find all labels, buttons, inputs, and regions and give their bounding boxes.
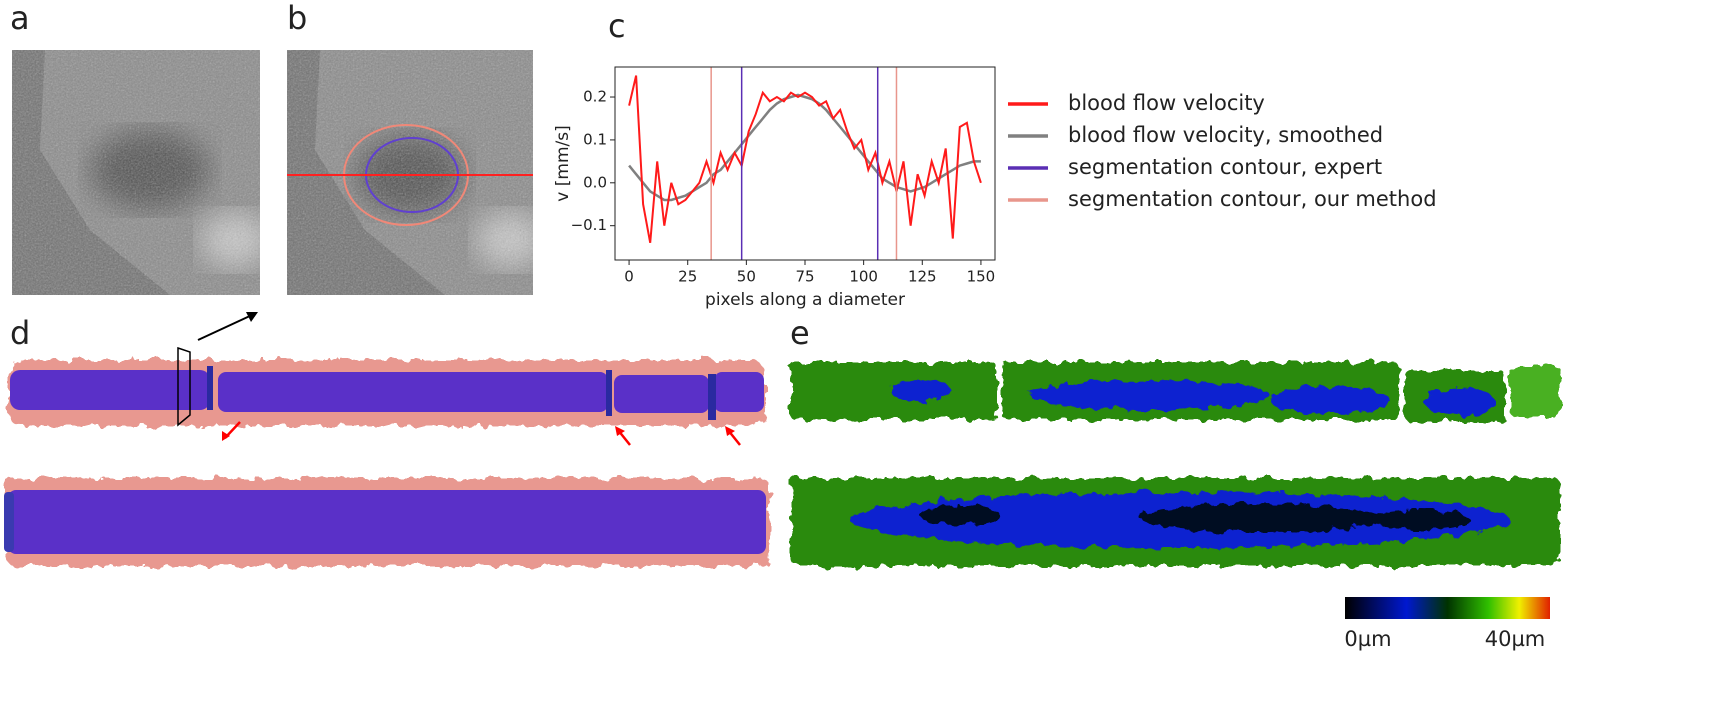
x-tick-label: 25 xyxy=(678,268,697,286)
panel-label: d xyxy=(10,314,30,352)
panel-e-vessels xyxy=(790,362,1560,566)
colorbar xyxy=(1345,597,1550,619)
x-tick-label: 75 xyxy=(795,268,814,286)
panel-label: e xyxy=(790,314,810,352)
series-line xyxy=(628,93,981,202)
x-tick-label: 0 xyxy=(624,268,634,286)
panel-b-image xyxy=(287,50,533,295)
legend-label: blood flow velocity, smoothed xyxy=(1068,123,1383,147)
y-tick-label: −0.1 xyxy=(571,216,607,234)
legend-label: blood flow velocity xyxy=(1068,91,1265,115)
y-tick-label: 0.0 xyxy=(583,173,607,191)
plot-frame xyxy=(614,66,996,261)
panel-label: c xyxy=(608,7,626,45)
y-tick-label: 0.2 xyxy=(583,88,607,106)
x-tick-label: 150 xyxy=(967,268,996,286)
y-axis-label: v [mm/s] xyxy=(553,125,573,201)
colorbar-max: 40µm xyxy=(1485,627,1546,651)
legend-label: segmentation contour, expert xyxy=(1068,155,1382,179)
panel-d-vessels xyxy=(4,346,770,566)
series-line xyxy=(628,75,982,243)
x-tick-label: 100 xyxy=(849,268,878,286)
panel-label: b xyxy=(287,0,307,37)
y-tick-label: 0.1 xyxy=(583,130,607,148)
x-tick-label: 125 xyxy=(908,268,937,286)
legend-label: segmentation contour, our method xyxy=(1068,187,1437,211)
panel-a-image xyxy=(12,50,260,295)
arrow xyxy=(197,312,258,341)
x-tick-label: 50 xyxy=(737,268,756,286)
x-axis-label: pixels along a diameter xyxy=(705,290,905,310)
panel-label: a xyxy=(10,0,30,37)
colorbar-min: 0µm xyxy=(1344,627,1391,651)
